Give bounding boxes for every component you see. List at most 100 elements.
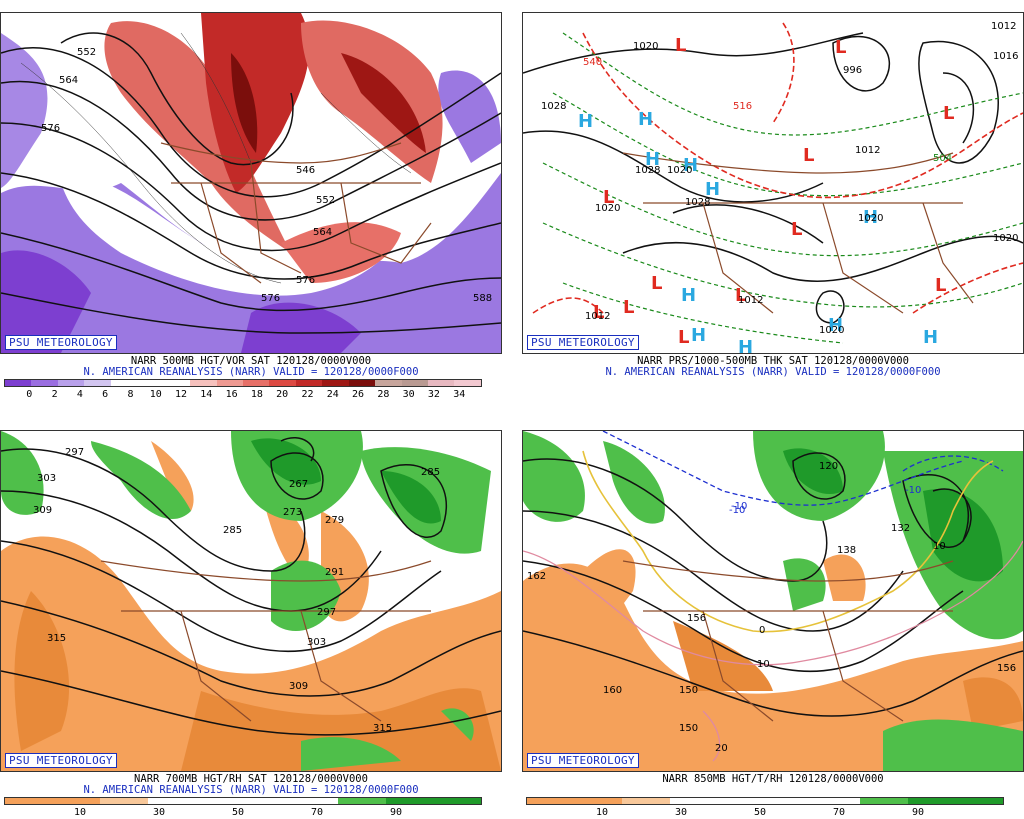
psu-meteorology-badge: PSU METEOROLOGY	[527, 753, 639, 768]
low-pressure-marker: L	[935, 275, 946, 296]
height-label: 150	[679, 723, 698, 734]
high-pressure-marker: H	[683, 155, 698, 176]
temperature-label: -10	[905, 485, 921, 496]
rh-color-scale	[4, 797, 482, 805]
low-pressure-marker: L	[593, 302, 604, 323]
height-label: 162	[527, 571, 546, 582]
height-label: 138	[837, 545, 856, 556]
scale-tick: 18	[250, 389, 263, 400]
vorticity-color-scale	[4, 379, 482, 387]
height-label: 552	[77, 47, 96, 58]
scale-tick: 2	[51, 389, 58, 400]
scale-swatch	[860, 798, 908, 804]
scale-swatch	[295, 380, 323, 386]
height-label: 576	[41, 123, 60, 134]
high-pressure-marker: H	[681, 285, 696, 306]
scale-tick: 30	[402, 389, 415, 400]
height-label: 10	[933, 541, 946, 552]
panel-valid-line: N. AMERICAN REANALYSIS (NARR) VALID = 12…	[605, 366, 941, 378]
scale-swatch	[5, 798, 53, 804]
isobar-label: 1020	[858, 213, 883, 224]
thickness-label: 516	[733, 101, 752, 112]
scale-swatch	[52, 798, 101, 804]
temperature-label: 10	[757, 659, 770, 670]
thickness-label: 504	[933, 153, 952, 164]
scale-tick: 16	[225, 389, 238, 400]
isobar-label: 1020	[993, 233, 1018, 244]
height-label: 564	[313, 227, 332, 238]
scale-tick: 34	[453, 389, 466, 400]
scale-swatch	[147, 798, 196, 804]
high-pressure-marker: H	[738, 337, 753, 353]
scale-tick: 12	[175, 389, 188, 400]
scale-swatch	[428, 380, 455, 386]
temperature-label: -10	[731, 501, 747, 512]
scale-swatch	[348, 380, 376, 386]
scale-swatch	[195, 798, 243, 804]
height-label: 297	[317, 607, 336, 618]
psu-meteorology-badge: PSU METEOROLOGY	[5, 335, 117, 350]
height-label: 315	[373, 723, 392, 734]
high-pressure-marker: H	[705, 179, 720, 200]
high-pressure-marker: H	[691, 325, 706, 346]
scale-tick: 22	[301, 389, 314, 400]
isobar-label: 1020	[633, 41, 658, 52]
low-pressure-marker: L	[791, 219, 802, 240]
scale-swatch	[764, 798, 813, 804]
psu-meteorology-badge: PSU METEOROLOGY	[5, 753, 117, 768]
scale-tick: 70	[310, 807, 324, 818]
height-label: 285	[421, 467, 440, 478]
psu-meteorology-badge: PSU METEOROLOGY	[527, 335, 639, 350]
high-pressure-marker: H	[863, 207, 878, 228]
rh-scale-ticks: 10 30 50 70 90	[4, 807, 482, 819]
map-500mb: 552 564 576 546 552 564 576 576 588 PSU …	[0, 12, 502, 354]
scale-tick: 50	[753, 807, 767, 818]
isobar-label: 1012	[585, 311, 610, 322]
scale-tick: 24	[326, 389, 339, 400]
scale-tick: 28	[377, 389, 390, 400]
scale-tick: 14	[200, 389, 213, 400]
isobar-label: 1028	[635, 165, 660, 176]
scale-swatch	[338, 798, 386, 804]
scale-swatch	[385, 798, 434, 804]
high-pressure-marker: H	[645, 149, 660, 170]
vorticity-scale-ticks: 0 2 4 6 8 10 12 14 16 18 20 22 24 26 28 30 32 34	[4, 389, 482, 401]
scale-swatch	[574, 798, 623, 804]
scale-tick: 30	[674, 807, 688, 818]
scale-tick: 0	[26, 389, 33, 400]
low-pressure-marker: L	[943, 103, 954, 124]
scale-swatch	[622, 798, 670, 804]
scale-swatch	[812, 798, 861, 804]
height-label: 303	[37, 473, 56, 484]
scale-swatch	[5, 380, 32, 386]
scale-tick: 8	[127, 389, 134, 400]
temperature-label: 0	[759, 625, 765, 636]
scale-swatch	[163, 380, 191, 386]
height-label: 120	[819, 461, 838, 472]
scale-swatch	[955, 798, 1003, 804]
rh-scale-ticks: 10 30 50 70 90	[526, 807, 1004, 819]
scale-swatch	[269, 380, 296, 386]
height-label: 267	[289, 479, 308, 490]
scale-tick: 32	[427, 389, 440, 400]
panel-title: NARR 700MB HGT/RH SAT 120128/0000V000	[134, 773, 368, 785]
high-pressure-marker: H	[923, 327, 938, 348]
high-pressure-marker: H	[828, 315, 843, 336]
scale-swatch	[907, 798, 956, 804]
panel-500mb-vorticity: 552 564 576 546 552 564 576 576 588 PSU …	[0, 0, 502, 400]
isobar-label: 1012	[991, 21, 1016, 32]
panel-title: NARR PRS/1000-500MB THK SAT 120128/0000V…	[637, 355, 909, 367]
low-pressure-marker: L	[678, 327, 689, 348]
scale-tick: 6	[102, 389, 109, 400]
scale-tick: 4	[76, 389, 83, 400]
scale-swatch	[190, 380, 217, 386]
panel-title: NARR 500MB HGT/VOR SAT 120128/0000V000	[130, 355, 372, 367]
low-pressure-marker: L	[623, 297, 634, 318]
scale-swatch	[322, 380, 349, 386]
isobar-label: 1020	[819, 325, 844, 336]
scale-swatch	[242, 380, 270, 386]
height-label: 576	[261, 293, 280, 304]
height-label: 160	[603, 685, 622, 696]
panel-700mb-rh: 297 303 309 285 267 273 279 285 291 297 …	[0, 418, 502, 818]
height-label: 291	[325, 567, 344, 578]
